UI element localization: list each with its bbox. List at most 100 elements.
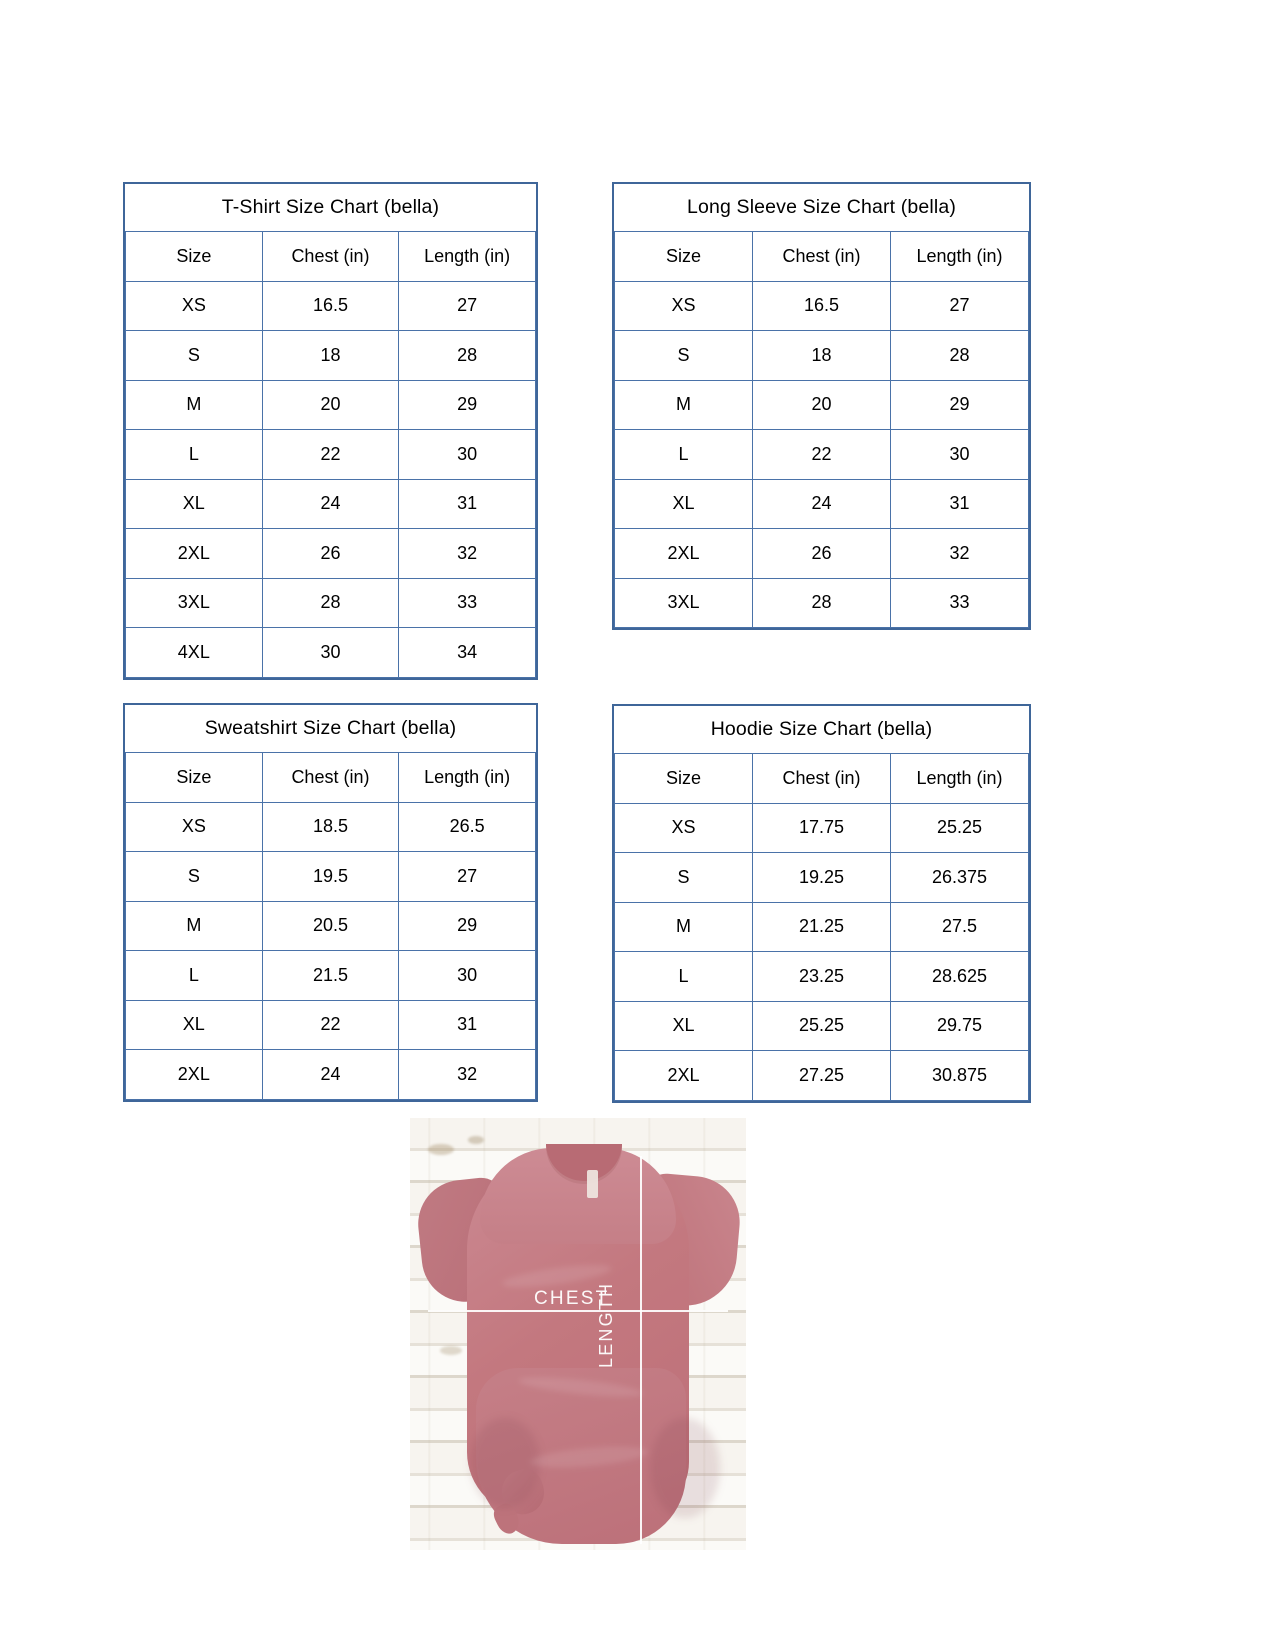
table-row: XL 24 31 — [614, 478, 1029, 529]
table-row: L 23.25 28.625 — [614, 951, 1029, 1002]
cell-length: 30 — [398, 429, 536, 480]
cell-chest: 21.5 — [261, 950, 400, 1001]
cell-chest: 28 — [752, 577, 891, 628]
cell-length: 27 — [890, 280, 1029, 331]
cell-length: 29.75 — [890, 1000, 1029, 1051]
size-table-sweatshirt: Sweatshirt Size Chart (bella) Size Chest (… — [125, 705, 536, 1100]
cell-size: 4XL — [125, 627, 263, 678]
cell-size: 2XL — [125, 528, 263, 579]
table-row: XS 16.5 27 — [125, 280, 536, 331]
cell-length: 26.5 — [398, 801, 536, 852]
cell-length: 28.625 — [890, 951, 1029, 1002]
table-row: 4XL 30 34 — [125, 627, 536, 678]
chart-title-row: Long Sleeve Size Chart (bella) — [614, 184, 1029, 232]
table-row: 2XL 27.25 30.875 — [614, 1050, 1029, 1101]
cell-length: 31 — [890, 478, 1029, 529]
tshirt-measurement-photo: CHEST LENGTH — [410, 1118, 746, 1550]
cell-size: S — [614, 852, 753, 903]
chart-title: T-Shirt Size Chart (bella) — [125, 184, 536, 232]
size-table-hoodie: Hoodie Size Chart (bella) Size Chest (in) L… — [614, 706, 1029, 1101]
cell-chest: 24 — [261, 1049, 400, 1100]
table-row: XL 25.25 29.75 — [614, 1000, 1029, 1051]
size-chart-tshirt: T-Shirt Size Chart (bella) Size Chest (in)… — [123, 182, 538, 680]
cell-size: L — [614, 951, 753, 1002]
column-header-size: Size — [125, 751, 263, 803]
cell-size: S — [125, 851, 263, 902]
cell-size: XS — [614, 280, 753, 331]
cell-chest: 23.25 — [752, 951, 891, 1002]
column-header-chest: Chest (in) — [261, 751, 400, 803]
table-row: M 21.25 27.5 — [614, 901, 1029, 952]
cell-length: 29 — [398, 900, 536, 951]
cell-size: 2XL — [614, 1050, 753, 1101]
cell-length: 32 — [890, 528, 1029, 579]
tshirt-illustration — [410, 1118, 746, 1550]
cell-chest: 18 — [752, 330, 891, 381]
cell-chest: 30 — [261, 627, 400, 678]
table-row: S 18 28 — [125, 330, 536, 381]
cell-length: 29 — [398, 379, 536, 430]
table-row: L 22 30 — [614, 429, 1029, 480]
cell-chest: 18.5 — [261, 801, 400, 852]
cell-size: 2XL — [125, 1049, 263, 1100]
cell-chest: 18 — [261, 330, 400, 381]
column-header-size: Size — [125, 230, 263, 282]
cell-size: M — [614, 379, 753, 430]
table-row: L 21.5 30 — [125, 950, 536, 1001]
cell-length: 33 — [890, 577, 1029, 628]
cell-size: XL — [614, 478, 753, 529]
cell-chest: 26 — [261, 528, 400, 579]
cell-length: 33 — [398, 577, 536, 628]
table-body: Sweatshirt Size Chart (bella) Size Chest (… — [125, 705, 536, 1100]
cell-chest: 28 — [261, 577, 400, 628]
cell-length: 31 — [398, 999, 536, 1050]
column-header-chest: Chest (in) — [752, 230, 891, 282]
chart-title: Sweatshirt Size Chart (bella) — [125, 705, 536, 753]
cell-size: 3XL — [614, 577, 753, 628]
table-row: 2XL 24 32 — [125, 1049, 536, 1100]
cell-chest: 21.25 — [752, 901, 891, 952]
fabric-shadow — [470, 1418, 540, 1508]
chart-title: Hoodie Size Chart (bella) — [614, 706, 1029, 754]
cell-size: L — [614, 429, 753, 480]
column-header-row: Size Chest (in) Length (in) — [614, 752, 1029, 804]
column-header-length: Length (in) — [890, 230, 1029, 282]
cell-chest: 22 — [752, 429, 891, 480]
cell-chest: 16.5 — [261, 280, 400, 331]
cell-length: 34 — [398, 627, 536, 678]
cell-length: 31 — [398, 478, 536, 529]
cell-length: 30 — [398, 950, 536, 1001]
size-table-tshirt: T-Shirt Size Chart (bella) Size Chest (in)… — [125, 184, 536, 678]
chart-title-row: Hoodie Size Chart (bella) — [614, 706, 1029, 754]
cell-size: XL — [125, 999, 263, 1050]
cell-chest: 17.75 — [752, 802, 891, 853]
column-header-row: Size Chest (in) Length (in) — [614, 230, 1029, 282]
column-header-length: Length (in) — [398, 751, 536, 803]
length-measurement-line — [640, 1156, 642, 1544]
cell-size: M — [125, 900, 263, 951]
cell-chest: 26 — [752, 528, 891, 579]
table-row: 2XL 26 32 — [125, 528, 536, 579]
table-row: S 19.5 27 — [125, 851, 536, 902]
cell-size: S — [614, 330, 753, 381]
table-row: XS 17.75 25.25 — [614, 802, 1029, 853]
cell-size: M — [614, 901, 753, 952]
chest-measurement-line — [428, 1310, 728, 1312]
table-row: XS 18.5 26.5 — [125, 801, 536, 852]
cell-chest: 24 — [752, 478, 891, 529]
cell-size: M — [125, 379, 263, 430]
table-body: T-Shirt Size Chart (bella) Size Chest (in)… — [125, 184, 536, 678]
cell-length: 28 — [890, 330, 1029, 381]
cell-size: L — [125, 429, 263, 480]
tshirt-neck-tag — [587, 1170, 598, 1198]
cell-size: 2XL — [614, 528, 753, 579]
cell-chest: 19.25 — [752, 852, 891, 903]
cell-size: S — [125, 330, 263, 381]
column-header-chest: Chest (in) — [752, 752, 891, 804]
cell-size: 3XL — [125, 577, 263, 628]
table-body: Long Sleeve Size Chart (bella) Size Chest … — [614, 184, 1029, 628]
table-row: XL 22 31 — [125, 999, 536, 1050]
cell-size: L — [125, 950, 263, 1001]
chart-title: Long Sleeve Size Chart (bella) — [614, 184, 1029, 232]
